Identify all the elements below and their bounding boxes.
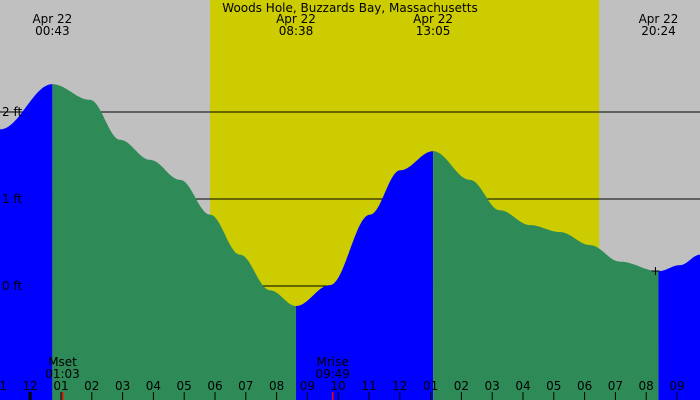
- falling-tide-area: [52, 84, 297, 400]
- extreme-date-label: Apr 22: [413, 12, 453, 26]
- x-tick-label: 07: [238, 379, 253, 393]
- chart-title: Woods Hole, Buzzards Bay, Massachusetts: [222, 1, 477, 15]
- x-tick-label: 09: [669, 379, 684, 393]
- moon-event-label: Mset: [48, 355, 77, 369]
- x-tick-label: 09: [300, 379, 315, 393]
- moon-event-label: Mrise: [317, 355, 349, 369]
- y-tick-label: 0 ft: [2, 279, 22, 293]
- x-tick-label: 01: [53, 379, 68, 393]
- extreme-time-label: 08:38: [279, 24, 314, 38]
- extreme-date-label: Apr 22: [32, 12, 72, 26]
- x-tick-label: 03: [115, 379, 130, 393]
- x-tick-label: 05: [546, 379, 561, 393]
- x-tick-label: 11: [0, 379, 7, 393]
- x-tick-label: 07: [608, 379, 623, 393]
- y-tick-label: 2 ft: [2, 105, 22, 119]
- moon-event-time: 09:49: [315, 367, 350, 381]
- x-tick-label: 06: [207, 379, 222, 393]
- extreme-date-label: Apr 22: [639, 12, 679, 26]
- x-tick-label: 05: [177, 379, 192, 393]
- moon-event-time: 01:03: [45, 367, 80, 381]
- rising-tide-area: [296, 151, 434, 400]
- x-tick-label: 12: [392, 379, 407, 393]
- x-tick-label: 02: [84, 379, 99, 393]
- falling-tide-area: [433, 151, 659, 400]
- x-tick-label: 06: [577, 379, 592, 393]
- x-tick-label: 04: [515, 379, 530, 393]
- crosshair-marker: [651, 267, 660, 276]
- extreme-time-label: 00:43: [35, 24, 70, 38]
- x-tick-label: 08: [269, 379, 284, 393]
- x-tick-label: 08: [639, 379, 654, 393]
- extreme-time-label: 13:05: [416, 24, 451, 38]
- extreme-date-label: Apr 22: [276, 12, 316, 26]
- x-tick-label: 02: [454, 379, 469, 393]
- rising-tide-area: [0, 84, 53, 400]
- rising-tide-area: [658, 254, 700, 400]
- y-tick-label: 1 ft: [2, 192, 22, 206]
- x-tick-label: 10: [331, 379, 346, 393]
- x-tick-label: 03: [485, 379, 500, 393]
- x-tick-label: 11: [361, 379, 376, 393]
- extreme-time-label: 20:24: [641, 24, 676, 38]
- x-tick-label: 04: [146, 379, 161, 393]
- x-tick-label: 12: [23, 379, 38, 393]
- x-tick-label: 01: [423, 379, 438, 393]
